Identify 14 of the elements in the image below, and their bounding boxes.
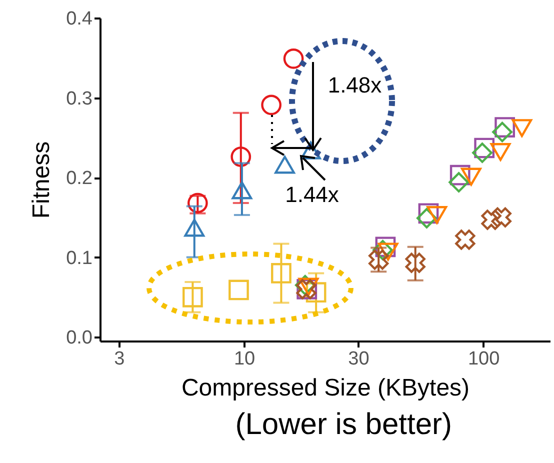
x-tick-label: 100 (468, 348, 500, 370)
y-tick-label: 0.0 (66, 328, 92, 349)
y-axis-title: Fitness (28, 141, 56, 219)
x-axis-title: Compressed Size (KBytes) (181, 374, 470, 402)
y-tick-label: 0.2 (66, 168, 92, 190)
y-tick-label: 0.4 (66, 8, 93, 30)
annotation: 1.48x (328, 72, 382, 98)
x-tick-label: 3 (114, 348, 125, 370)
annotation: 1.44x (285, 182, 339, 207)
x-tick-label: 10 (234, 348, 256, 370)
y-tick-label: 0.3 (66, 88, 92, 110)
y-tick-label: 0.1 (66, 248, 92, 269)
x-tick-label: 30 (348, 348, 370, 370)
text: (Lower is better) (235, 408, 452, 441)
